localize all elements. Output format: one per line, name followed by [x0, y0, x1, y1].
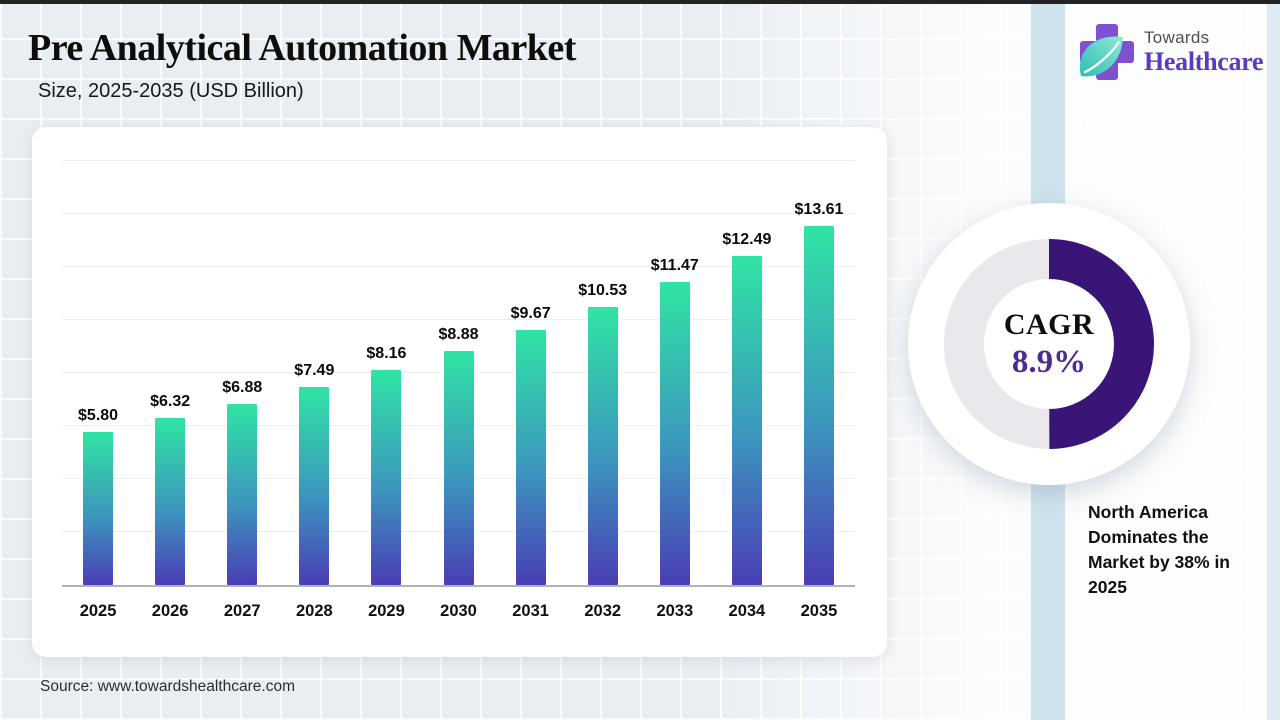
logo-wordmark: Towards Healthcare: [1144, 27, 1264, 77]
healthcare-cross-leaf-icon: [1078, 20, 1136, 84]
bar-value-label: $8.88: [438, 326, 479, 343]
x-axis-label-2029: 2029: [368, 602, 405, 620]
bar-2025: [83, 432, 114, 585]
bar-chart-plot: $5.80 $6.32 $6.88 $7.49 $8.16 $8.88 $9.67 $10.5…: [62, 143, 855, 587]
bar-value-label: $6.88: [222, 379, 263, 396]
leaf-icon: [1079, 36, 1123, 77]
bar-column-2031: $9.67: [495, 305, 567, 585]
region-callout: North America Dominates the Market by 38…: [1088, 502, 1230, 597]
cagr-value: 8.9%: [1011, 343, 1087, 380]
bar-column-2027: $6.88: [206, 379, 278, 585]
bar-2029: [371, 370, 402, 585]
x-axis-label-2033: 2033: [656, 602, 694, 620]
gridline: [62, 266, 855, 267]
bar-2028: [299, 387, 330, 585]
bar-value-label: $6.32: [150, 393, 191, 410]
x-axis-label-2026: 2026: [151, 602, 189, 620]
x-axis-label-2028: 2028: [295, 602, 333, 620]
bar-column-2034: $12.49: [711, 231, 783, 585]
x-axis-label-2032: 2032: [584, 602, 622, 620]
bars-row: $5.80 $6.32 $6.88 $7.49 $8.16 $8.88 $9.67 $10.5…: [62, 143, 855, 585]
page-title: Pre Analytical Automation Market: [28, 27, 576, 69]
page-subtitle: Size, 2025-2035 (USD Billion): [38, 79, 304, 102]
cagr-text-block: CAGR 8.9%: [908, 203, 1190, 485]
x-axis-label-2030: 2030: [440, 602, 477, 620]
bar-value-label: $10.53: [578, 282, 628, 299]
bar-column-2035: $13.61: [783, 201, 855, 585]
bar-column-2030: $8.88: [422, 326, 494, 585]
bar-2035: [803, 226, 834, 585]
cagr-donut: CAGR 8.9%: [908, 203, 1190, 485]
logo-towards-text: Towards: [1144, 27, 1210, 47]
bar-value-label: $11.47: [650, 257, 699, 274]
bar-value-label: $8.16: [366, 345, 407, 362]
bar-value-label: $12.49: [722, 231, 772, 248]
bar-value-label: $5.80: [78, 407, 119, 424]
bar-value-label: $7.49: [294, 362, 335, 379]
bar-2032: [587, 307, 618, 585]
gridline: [62, 213, 855, 214]
header: Pre Analytical Automation Market Size, 2…: [28, 26, 576, 103]
bar-2027: [227, 404, 258, 585]
bar-2033: [659, 282, 690, 585]
bar-column-2025: $5.80: [62, 407, 134, 585]
x-axis-labels: 2025 2026 2027 2028 2029 2030 2031 2032 2033 2034…: [62, 602, 855, 621]
gridline: [62, 319, 855, 320]
bar-column-2032: $10.53: [567, 282, 639, 585]
bar-column-2029: $8.16: [350, 345, 422, 585]
gridline: [62, 160, 855, 161]
bar-2026: [155, 418, 186, 585]
x-axis-label-2025: 2025: [79, 602, 117, 620]
right-edge-strip: [1267, 0, 1280, 720]
bar-value-label: $9.67: [510, 305, 551, 322]
x-axis-label-2031: 2031: [512, 602, 549, 620]
bar-2034: [731, 256, 762, 585]
logo-healthcare-text: Healthcare: [1144, 46, 1264, 76]
bar-value-label: $13.61: [794, 201, 844, 218]
bar-column-2026: $6.32: [134, 393, 206, 585]
source-line: Source: www.towardshealthcare.com: [40, 678, 296, 695]
x-axis-label-2035: 2035: [800, 602, 838, 620]
bar-2031: [515, 330, 546, 585]
bar-chart-card: $5.80 $6.32 $6.88 $7.49 $8.16 $8.88 $9.67 $10.5…: [32, 127, 887, 657]
bar-column-2033: $11.47: [639, 257, 711, 585]
bar-column-2028: $7.49: [278, 362, 350, 585]
x-axis-label-2027: 2027: [223, 602, 261, 620]
cagr-label: CAGR: [1003, 307, 1095, 341]
top-edge-strip: [0, 0, 1280, 4]
x-axis-label-2034: 2034: [728, 602, 766, 620]
brand-logo: Towards Healthcare: [1078, 20, 1264, 84]
cagr-ring-icon: [944, 239, 1154, 449]
bar-2030: [443, 351, 474, 585]
